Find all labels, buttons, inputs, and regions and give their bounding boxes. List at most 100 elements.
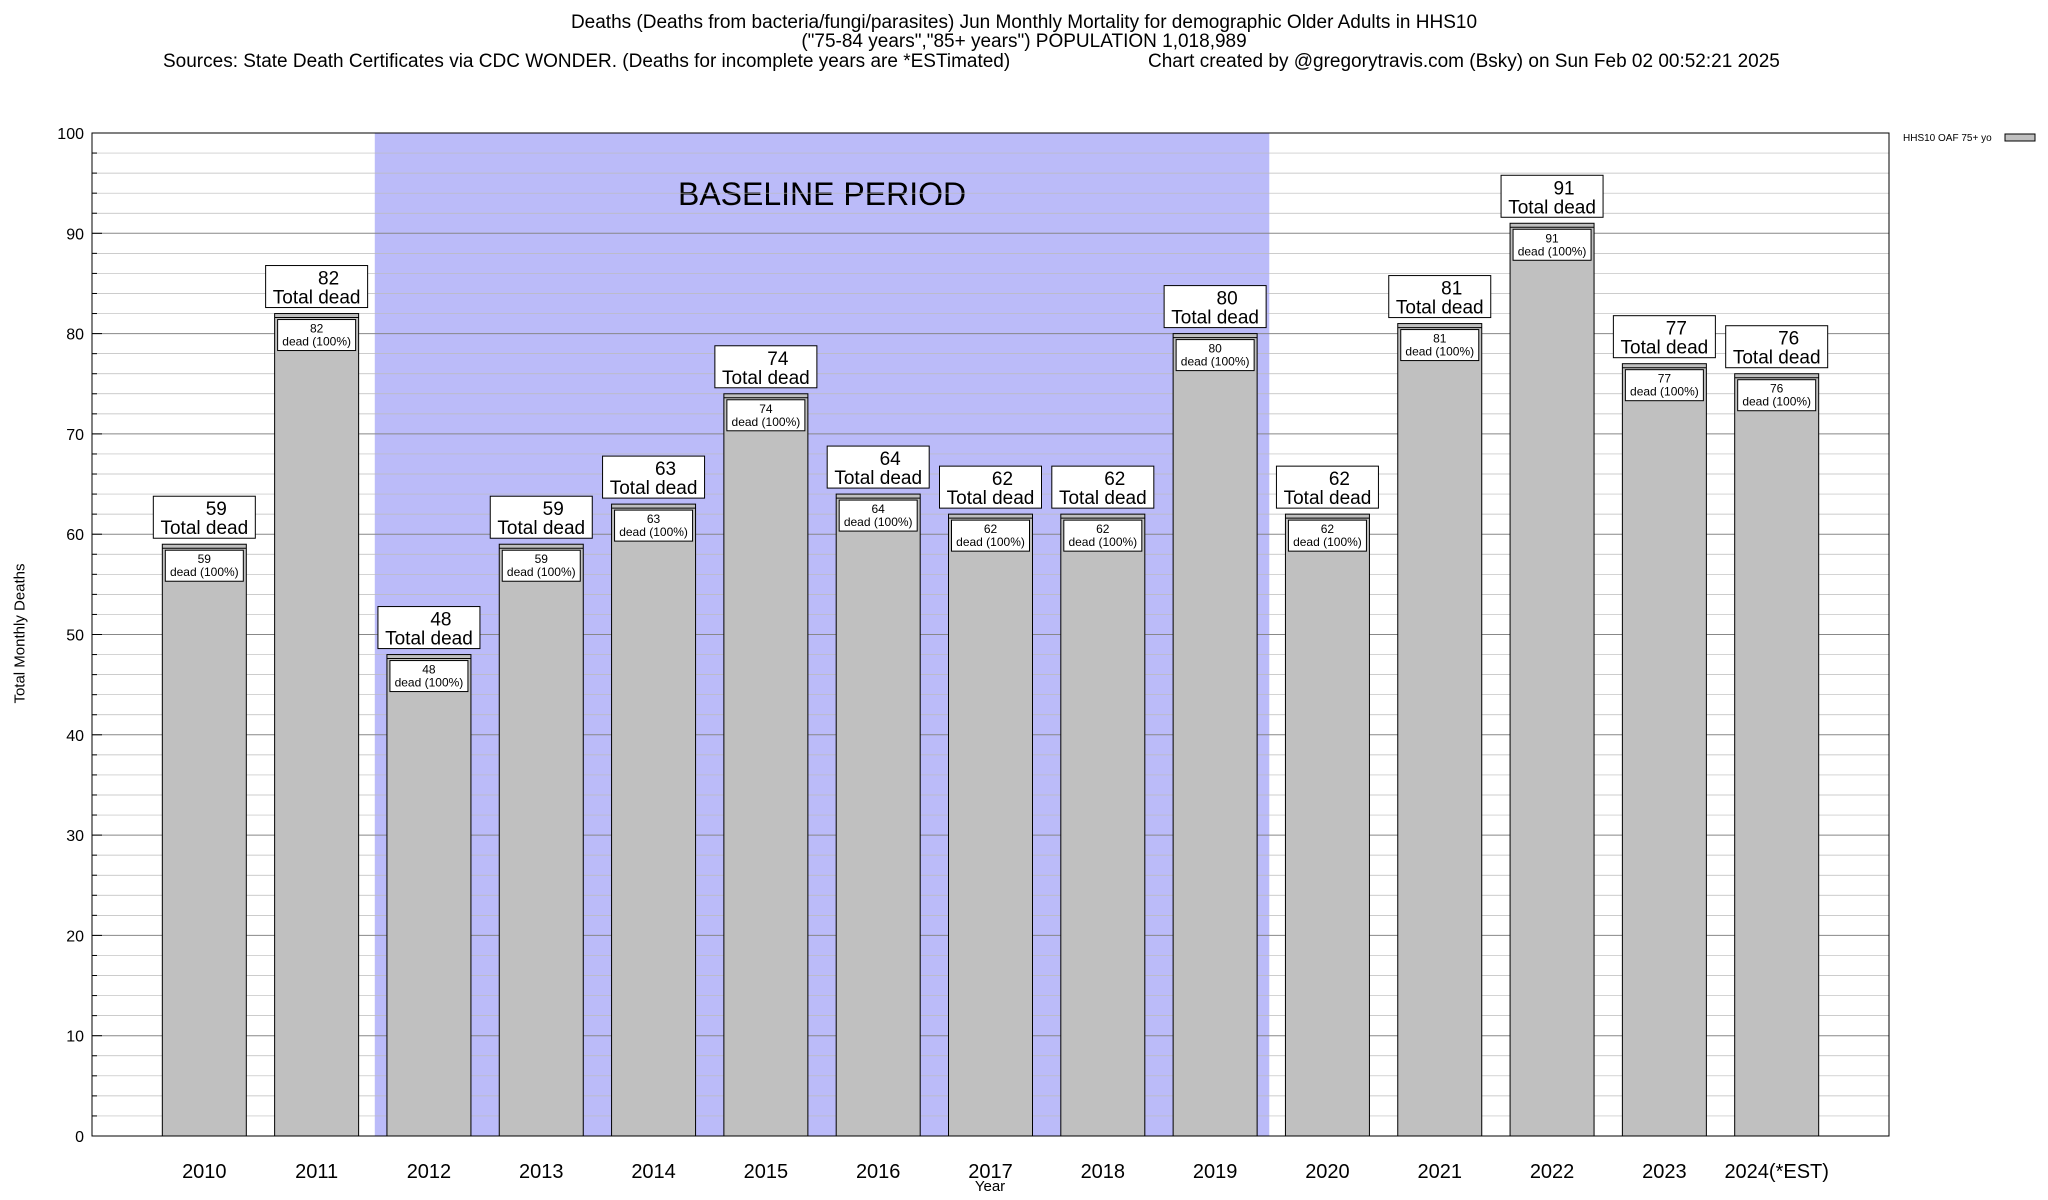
y-tick-label: 100 [57, 126, 84, 143]
bar [274, 313, 360, 1137]
total-dead-label: Total dead [1059, 488, 1147, 509]
inner-label-box [1063, 519, 1143, 552]
total-value-label: 62 [1329, 469, 1350, 490]
y-tick-label: 50 [66, 628, 84, 645]
inner-label-box [1175, 339, 1255, 372]
bar [1621, 363, 1707, 1137]
x-tick-label: 2014 [631, 1161, 676, 1183]
total-dead-label: Total dead [722, 368, 810, 389]
bar [1060, 513, 1146, 1137]
total-value-label: 62 [1104, 469, 1125, 490]
y-tick-label: 10 [66, 1029, 84, 1046]
inner-label-box [1737, 379, 1817, 412]
inner-percent-label: dead (100%) [1742, 395, 1811, 409]
inner-value-label: 74 [759, 402, 773, 416]
x-tick-label: 2017 [968, 1161, 1013, 1183]
total-dead-label: Total dead [610, 478, 698, 499]
legend-swatch [2004, 133, 2036, 142]
x-tick-label: 2022 [1530, 1161, 1575, 1183]
bar [723, 393, 809, 1137]
inner-percent-label: dead (100%) [1293, 535, 1362, 549]
bar [498, 543, 584, 1137]
total-value-label: 63 [655, 459, 676, 480]
inner-label-box [1624, 369, 1704, 402]
inner-percent-label: dead (100%) [170, 565, 239, 579]
inner-value-label: 62 [1321, 522, 1335, 536]
total-value-label: 76 [1778, 329, 1799, 350]
x-tick-label: 2018 [1081, 1161, 1126, 1183]
total-label-box [602, 455, 706, 499]
inner-value-label: 59 [198, 552, 212, 566]
total-label-box [1275, 465, 1379, 509]
total-value-label: 80 [1217, 289, 1238, 310]
total-value-label: 81 [1441, 279, 1462, 300]
inner-percent-label: dead (100%) [956, 535, 1025, 549]
x-tick-label: 2013 [519, 1161, 564, 1183]
baseline-label: BASELINE PERIOD [678, 176, 966, 212]
inner-label-box [389, 660, 469, 693]
inner-label-box [726, 399, 806, 432]
inner-label-box [1512, 228, 1592, 261]
total-dead-label: Total dead [947, 488, 1035, 509]
inner-value-label: 91 [1545, 231, 1559, 245]
bar [1397, 323, 1483, 1137]
x-tick-label: 2024(*EST) [1724, 1161, 1829, 1183]
total-label-box [489, 495, 593, 539]
inner-value-label: 62 [1096, 522, 1110, 536]
inner-percent-label: dead (100%) [732, 415, 801, 429]
total-dead-label: Total dead [1733, 348, 1821, 369]
inner-percent-label: dead (100%) [282, 335, 351, 349]
legend-label: HHS10 OAF 75+ yo [1903, 133, 1992, 144]
y-tick-label: 0 [75, 1129, 84, 1146]
total-label-box [1725, 325, 1829, 369]
total-value-label: 82 [318, 269, 339, 290]
inner-percent-label: dead (100%) [844, 515, 913, 529]
inner-value-label: 81 [1433, 332, 1447, 346]
bar [948, 513, 1033, 1137]
x-tick-label: 2021 [1418, 1161, 1463, 1183]
x-axis-label: Year [974, 1178, 1006, 1195]
y-tick-label: 80 [66, 327, 84, 344]
total-dead-label: Total dead [160, 518, 248, 539]
total-label-box [1051, 465, 1155, 509]
chart-title-line-1: Deaths (Deaths from bacteria/fungi/paras… [570, 12, 1478, 33]
total-value-label: 59 [543, 499, 564, 520]
inner-value-label: 82 [310, 322, 324, 336]
inner-percent-label: dead (100%) [1068, 535, 1137, 549]
total-dead-label: Total dead [834, 468, 922, 489]
total-value-label: 48 [430, 610, 451, 631]
inner-value-label: 59 [535, 552, 549, 566]
total-label-box [1612, 315, 1716, 359]
bar [1284, 513, 1370, 1137]
inner-value-label: 62 [984, 522, 998, 536]
inner-label-box [838, 499, 918, 532]
inner-label-box [501, 549, 581, 582]
total-dead-label: Total dead [273, 288, 361, 309]
inner-percent-label: dead (100%) [1405, 345, 1474, 359]
total-label-box [1163, 285, 1267, 329]
inner-percent-label: dead (100%) [1518, 244, 1587, 258]
total-dead-label: Total dead [1396, 298, 1484, 319]
x-tick-label: 2010 [182, 1161, 227, 1183]
total-label-box [152, 495, 256, 539]
x-tick-label: 2011 [295, 1161, 338, 1183]
inner-label-box [277, 319, 357, 352]
x-tick-label: 2015 [744, 1161, 789, 1183]
y-tick-label: 70 [66, 427, 84, 444]
inner-percent-label: dead (100%) [1181, 355, 1250, 369]
chart-credit: Chart created by @gregorytravis.com (Bsk… [1148, 51, 1780, 72]
inner-value-label: 64 [872, 502, 886, 516]
bar [386, 654, 472, 1137]
inner-label-box [164, 549, 244, 582]
x-tick-label: 2020 [1305, 1161, 1350, 1183]
inner-percent-label: dead (100%) [507, 565, 576, 579]
inner-percent-label: dead (100%) [395, 676, 464, 690]
total-value-label: 91 [1553, 178, 1574, 199]
x-tick-label: 2023 [1642, 1161, 1687, 1183]
total-label-box [1500, 174, 1604, 218]
y-tick-label: 90 [66, 226, 84, 243]
total-label-box [377, 606, 481, 650]
bar [1734, 373, 1820, 1137]
total-value-label: 74 [767, 349, 789, 370]
